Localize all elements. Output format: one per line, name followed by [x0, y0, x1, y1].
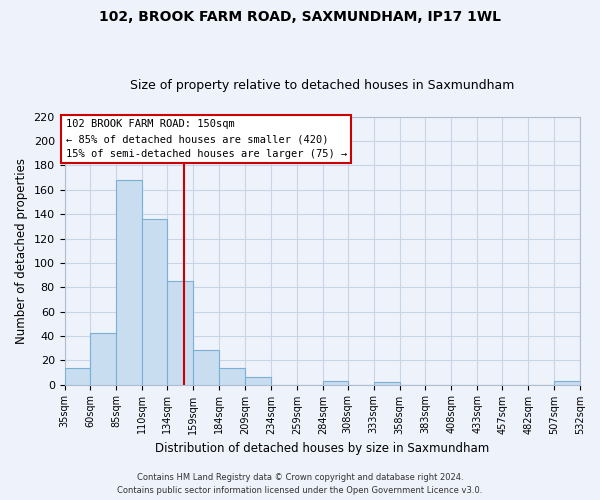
Bar: [91, 334, 116, 384]
Bar: [142, 219, 167, 384]
Bar: [167, 281, 193, 384]
Bar: [219, 368, 245, 384]
Bar: [65, 368, 91, 384]
Text: 102 BROOK FARM ROAD: 150sqm
← 85% of detached houses are smaller (420)
15% of se: 102 BROOK FARM ROAD: 150sqm ← 85% of det…: [65, 119, 347, 159]
Text: Contains HM Land Registry data © Crown copyright and database right 2024.
Contai: Contains HM Land Registry data © Crown c…: [118, 474, 482, 495]
Y-axis label: Number of detached properties: Number of detached properties: [15, 158, 28, 344]
Bar: [554, 381, 580, 384]
Bar: [245, 378, 271, 384]
Bar: [323, 381, 347, 384]
Text: 102, BROOK FARM ROAD, SAXMUNDHAM, IP17 1WL: 102, BROOK FARM ROAD, SAXMUNDHAM, IP17 1…: [99, 10, 501, 24]
Title: Size of property relative to detached houses in Saxmundham: Size of property relative to detached ho…: [130, 79, 514, 92]
Bar: [116, 180, 142, 384]
X-axis label: Distribution of detached houses by size in Saxmundham: Distribution of detached houses by size …: [155, 442, 490, 455]
Bar: [193, 350, 219, 384]
Bar: [374, 382, 400, 384]
